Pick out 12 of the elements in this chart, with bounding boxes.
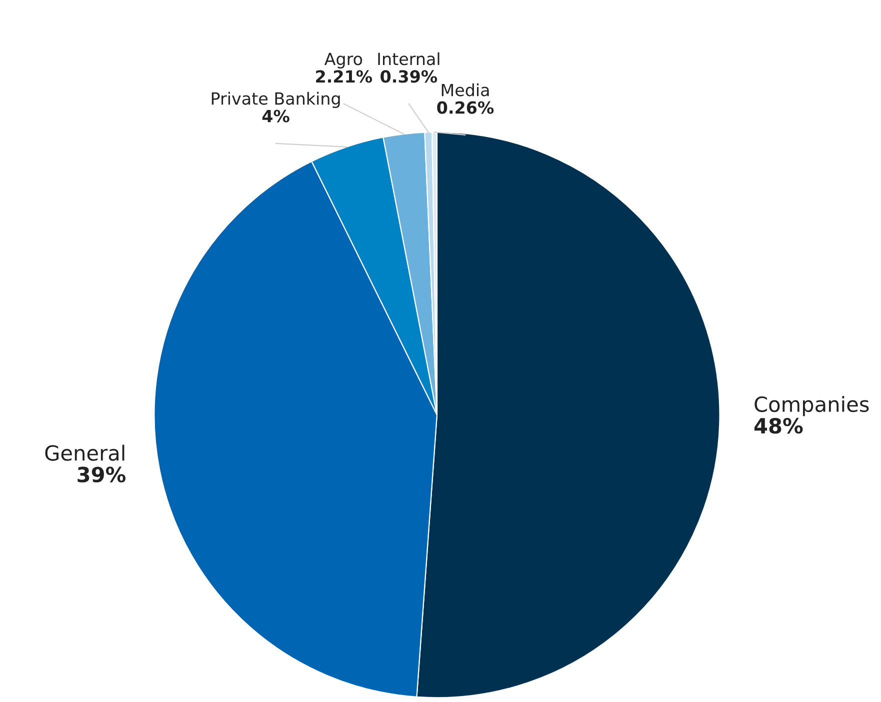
slice-label: Companies: [754, 396, 869, 416]
data-label: 0.39%: [380, 70, 438, 83]
data-label: 48%: [754, 418, 803, 434]
data-label: 39%: [78, 466, 126, 482]
data-label: 4%: [262, 110, 290, 122]
slice-label: Private Banking: [212, 92, 340, 108]
slice-label: Agro: [324, 52, 362, 68]
data-label: 0.26%: [437, 101, 494, 114]
slice-label: Media: [442, 83, 489, 96]
data-label: 2.21%: [316, 70, 372, 83]
slice-label: Internal: [378, 52, 440, 66]
slice-label: General: [45, 444, 124, 461]
